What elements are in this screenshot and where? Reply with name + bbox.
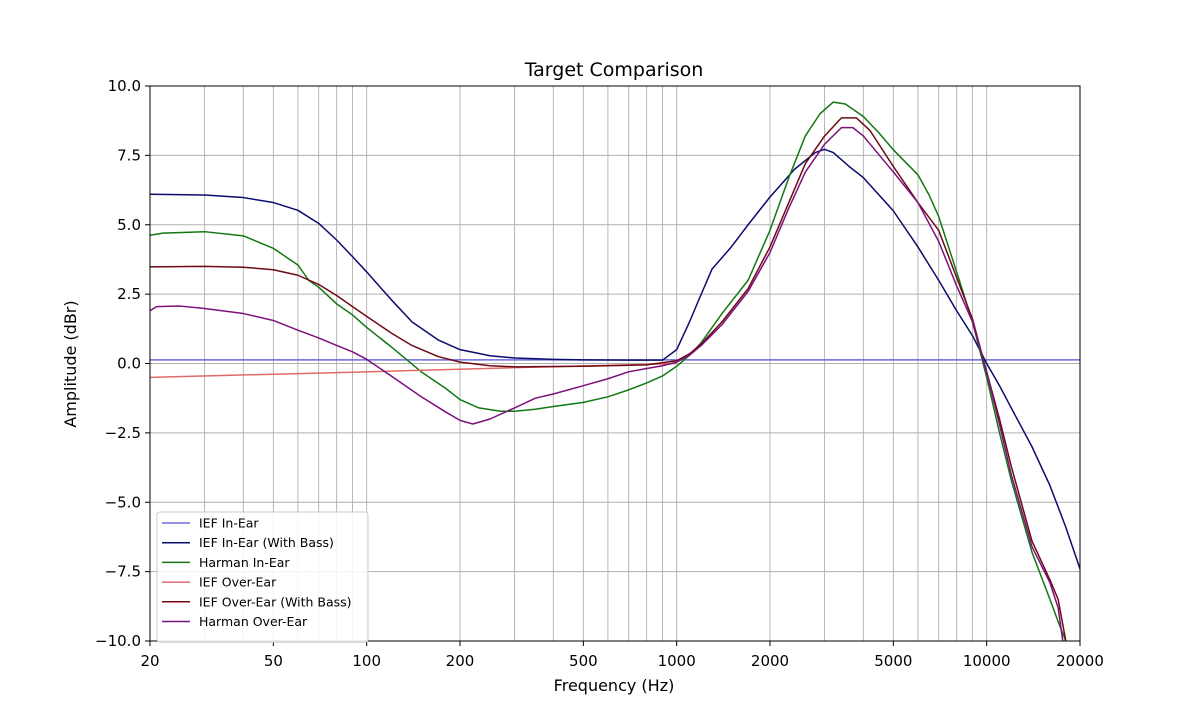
y-tick-label: 2.5	[117, 285, 141, 303]
y-tick-label: 0.0	[117, 355, 141, 373]
x-axis: 20 50 100 200 500 1000 2000 5000 10000 20000	[140, 641, 1104, 670]
legend-label: Harman In-Ear	[199, 555, 290, 570]
y-tick-label: −10.0	[95, 632, 141, 650]
legend-label: IEF In-Ear	[199, 516, 259, 531]
x-tick-label: 200	[446, 652, 475, 670]
x-tick-label: 20	[140, 652, 159, 670]
legend-box	[156, 511, 369, 643]
x-tick-label: 500	[569, 652, 598, 670]
series-line-harman-over-ear	[150, 126, 1064, 641]
legend-label: IEF In-Ear (With Bass)	[199, 535, 334, 550]
legend: IEF In-Ear IEF In-Ear (With Bass) Harman I…	[156, 511, 369, 643]
y-tick-label: 7.5	[117, 146, 141, 164]
legend-label: IEF Over-Ear (With Bass)	[199, 594, 352, 609]
y-tick-label: −2.5	[105, 424, 141, 442]
chart-title: Target Comparison	[524, 59, 704, 81]
y-axis-title: Amplitude (dBr)	[61, 300, 80, 427]
series-line-ief-in-ear-with-bass	[150, 148, 1080, 570]
x-axis-title: Frequency (Hz)	[554, 676, 675, 695]
legend-label: Harman Over-Ear	[199, 614, 308, 629]
x-tick-label: 10000	[963, 652, 1011, 670]
x-tick-label: 1000	[658, 652, 696, 670]
x-tick-label: 20000	[1056, 652, 1104, 670]
x-tick-label: 50	[264, 652, 283, 670]
y-tick-label: 10.0	[108, 77, 141, 95]
legend-label: IEF Over-Ear	[199, 575, 277, 590]
x-tick-label: 2000	[751, 652, 789, 670]
x-tick-label: 5000	[874, 652, 912, 670]
y-tick-label: −5.0	[105, 493, 141, 511]
y-tick-label: −7.5	[105, 563, 141, 581]
series-layer	[150, 101, 1080, 641]
y-tick-label: 5.0	[117, 216, 141, 234]
y-axis: −10.0 −7.5 −5.0 −2.5 0.0 2.5 5.0 7.5 10.0	[95, 77, 150, 650]
series-line-harman-in-ear	[150, 101, 1067, 641]
x-tick-label: 100	[352, 652, 381, 670]
